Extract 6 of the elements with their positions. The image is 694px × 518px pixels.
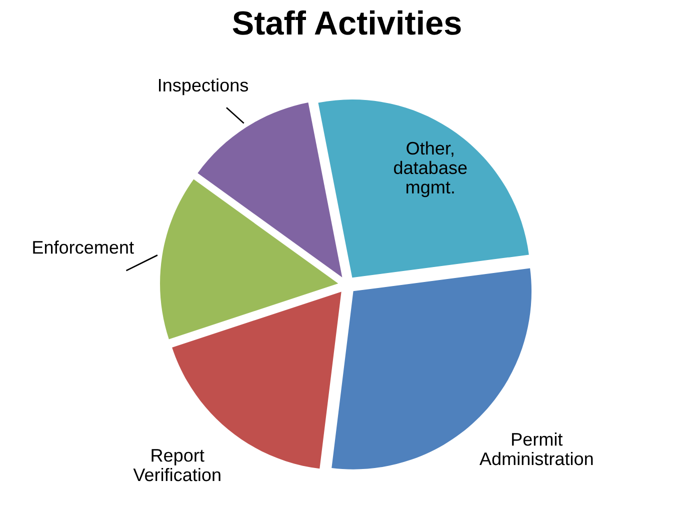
slice-label: Report Verification [133, 449, 220, 482]
slice-label: Inspections [158, 78, 248, 96]
slice-label: Enforcement [33, 240, 134, 254]
slice-label: Other, database mgmt. [394, 141, 467, 198]
chart-title: Staff Activities [232, 10, 461, 35]
slice-label: Permit Administration [480, 432, 593, 466]
